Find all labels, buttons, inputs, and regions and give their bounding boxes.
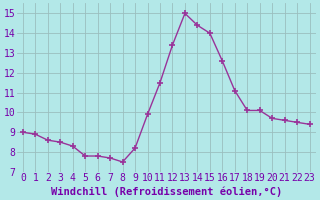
X-axis label: Windchill (Refroidissement éolien,°C): Windchill (Refroidissement éolien,°C) (51, 186, 282, 197)
